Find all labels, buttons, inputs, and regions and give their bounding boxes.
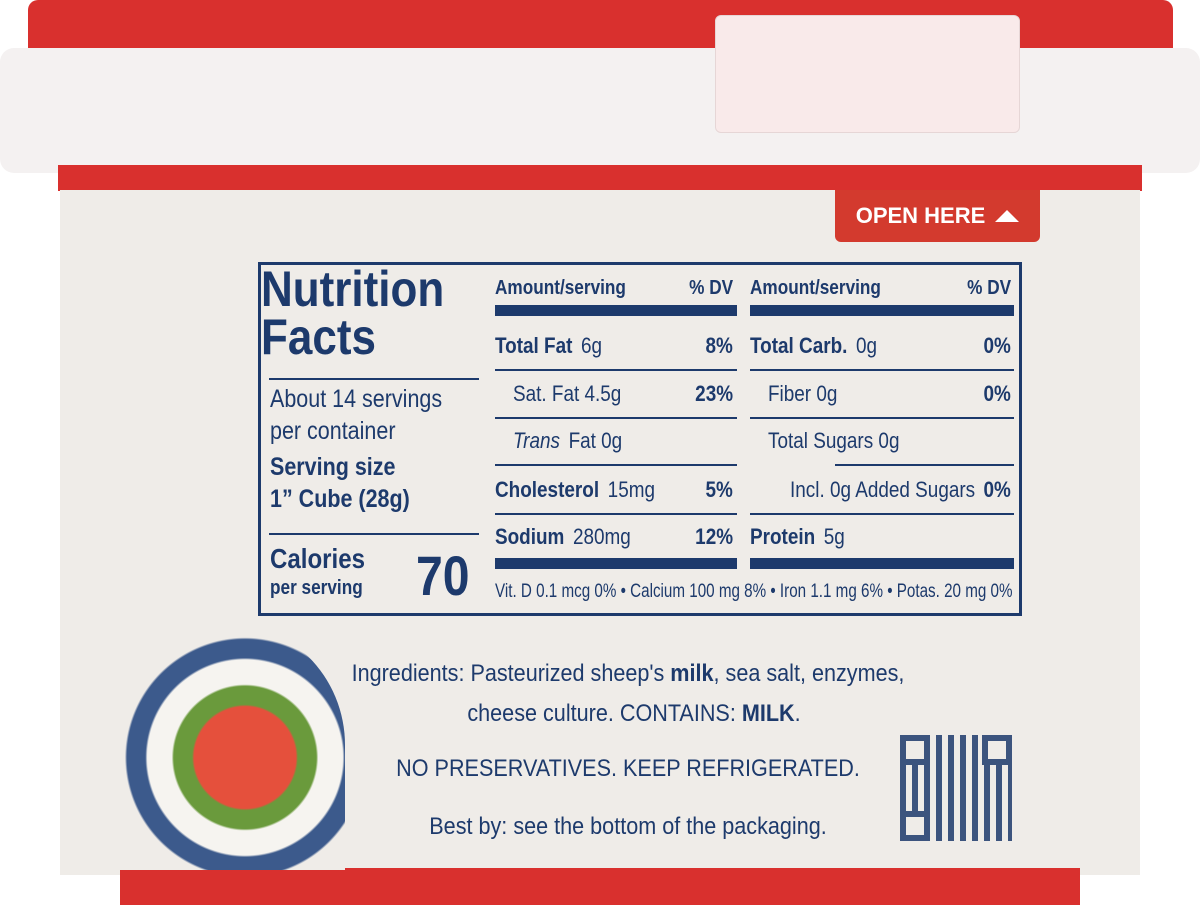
nutrient-dv: 8% <box>705 333 733 358</box>
divider <box>750 417 1014 419</box>
triangle-up-icon <box>995 210 1020 222</box>
divider <box>750 513 1014 515</box>
nutrient-row: Fiber 0g <box>768 381 838 406</box>
nutrient-row: Trans Fat 0g <box>513 428 623 453</box>
lid-rim <box>0 48 1200 173</box>
divider <box>750 369 1014 371</box>
nutrient-row: Incl. 0g Added Sugars <box>790 477 976 502</box>
nutrition-title: Nutrition Facts <box>261 261 445 365</box>
serving-size-value: 1” Cube (28g) <box>270 485 410 513</box>
nutrient-dv: 0% <box>983 477 1011 502</box>
bottom-red-strip <box>120 868 1080 905</box>
open-here-label: OPEN HERE <box>855 203 986 228</box>
nutrient-row: Total Fat 6g <box>495 333 603 358</box>
qr-code[interactable] <box>900 735 1012 841</box>
divider <box>495 464 737 466</box>
nutrient-dv: 23% <box>695 381 733 406</box>
serving-size-label: Serving size <box>270 453 396 481</box>
servings: About 14 servings <box>270 385 443 413</box>
ingredients-line-1: Ingredients: Pasteurized sheep's milk, s… <box>351 660 905 687</box>
nutrient-dv: 5% <box>705 477 733 502</box>
nutrient-row: Sat. Fat 4.5g <box>513 381 622 406</box>
red-band <box>58 165 1142 191</box>
ingredients-line-2: cheese culture. CONTAINS: MILK. <box>467 700 801 727</box>
divider <box>835 464 1014 466</box>
nutrient-row: Cholesterol 15mg <box>495 477 656 502</box>
nutrition-facts-label: Nutrition Facts About 14 servings per con… <box>258 262 1022 616</box>
nutrient-row: Sodium 280mg <box>495 524 631 549</box>
nutrient-row: Total Sugars 0g <box>768 428 900 453</box>
nutrient-dv: 0% <box>983 381 1011 406</box>
nutrition-footnote: Vit. D 0.1 mcg 0% • Calcium 100 mg 8% • … <box>495 581 1013 602</box>
divider <box>495 369 737 371</box>
open-here-tab: OPEN HERE <box>835 190 1040 242</box>
storage-text: NO PRESERVATIVES. KEEP REFRIGERATED. <box>396 755 860 782</box>
nutrient-dv: 12% <box>695 524 733 549</box>
calories-label: Calories <box>270 543 366 574</box>
divider <box>495 513 737 515</box>
nutrient-dv: 0% <box>983 333 1011 358</box>
calories-value: 70 <box>416 544 470 607</box>
salad-image <box>95 620 345 870</box>
nutrient-row: Total Carb. 0g <box>750 333 878 358</box>
lid-tab <box>715 15 1020 133</box>
nutrient-row: Protein 5g <box>750 524 845 549</box>
best-by-text: Best by: see the bottom of the packaging… <box>429 813 827 840</box>
divider <box>495 417 737 419</box>
